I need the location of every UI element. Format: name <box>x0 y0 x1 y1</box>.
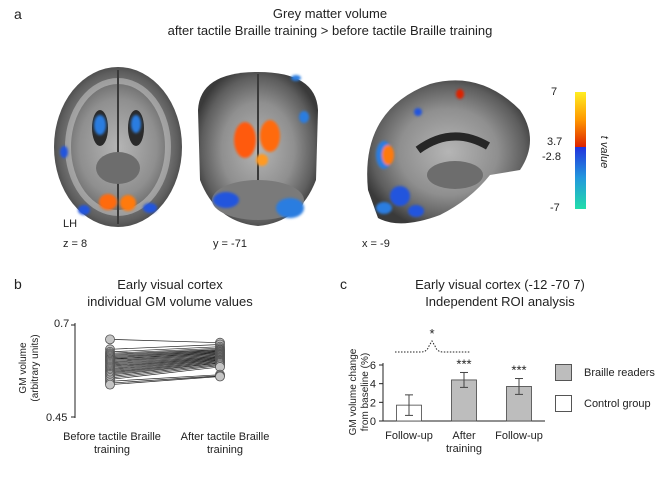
pair-line <box>109 339 221 344</box>
pair-line <box>109 349 221 356</box>
panel-c-ytick-label: 6 <box>370 360 376 372</box>
pair-line <box>109 355 221 365</box>
panel-b-title-line2: individual GM volume values <box>87 294 253 309</box>
pair-line <box>109 344 221 350</box>
significance-stars: *** <box>511 363 526 378</box>
panel-b-xlabel-right-line2: training <box>206 444 244 456</box>
panel-b-xlabel-right: After tactile Braille training <box>181 431 270 457</box>
pair-line <box>109 348 221 355</box>
panel-c-category-label: After <box>452 430 476 442</box>
colorbar-tick-neg-2-8: -2.8 <box>542 151 561 163</box>
pair-line <box>109 358 221 369</box>
panel-b-letter: b <box>14 276 22 292</box>
slice-label-axial: z = 8 <box>63 238 88 250</box>
panel-c-letter: c <box>340 276 347 292</box>
significance-stars: *** <box>456 356 471 371</box>
pair-line <box>109 376 221 385</box>
panel-b-xlabel-left-line1: Before tactile Braille <box>63 431 161 443</box>
pair-line <box>109 350 221 357</box>
coronal-slice <box>198 72 318 226</box>
pair-line <box>109 365 221 379</box>
point-after <box>215 371 225 382</box>
point-before <box>105 379 115 390</box>
panel-c-category-label: Follow-up <box>385 430 433 442</box>
panel-b-ytick-bottom: 0.45 <box>46 412 68 424</box>
pair-line <box>109 354 221 364</box>
sagittal-slice <box>367 80 530 224</box>
colorbar-tick-3-7: 3.7 <box>547 136 563 148</box>
panel-b-xlabel-right-line1: After tactile Braille <box>180 431 270 443</box>
pair-line <box>109 351 221 360</box>
point-before <box>105 334 115 345</box>
hemisphere-label: LH <box>63 218 78 230</box>
slice-label-coronal: y = -71 <box>213 238 247 250</box>
legend-control-group: Control group <box>555 395 651 412</box>
panel-c-ytick-label: 2 <box>370 397 376 409</box>
pair-line <box>109 353 221 362</box>
pair-line <box>109 351 221 359</box>
panel-b-title-line1: Early visual cortex <box>117 277 223 292</box>
pair-line <box>109 362 221 375</box>
pair-line <box>109 364 221 377</box>
panel-a-letter: a <box>14 6 22 22</box>
significance-bracket-star: * <box>429 326 435 341</box>
colorbar-negative <box>575 147 586 209</box>
significance-bracket <box>395 340 470 353</box>
panel-c-category-label: training <box>446 443 482 455</box>
panel-c-category-label: Follow-up <box>495 430 543 442</box>
pair-line <box>109 352 221 360</box>
panel-c-ytick-label: 4 <box>370 379 376 391</box>
legend-label-control: Control group <box>584 397 651 410</box>
panel-c-title-line1: Early visual cortex (-12 -70 7) <box>415 277 585 292</box>
slice-label-sagittal: x = -9 <box>362 238 390 250</box>
pair-line <box>109 357 221 368</box>
pair-line <box>109 361 221 374</box>
axial-slice <box>54 67 182 227</box>
pair-line <box>109 354 221 363</box>
panel-a-title-line2: after tactile Braille training > before … <box>167 23 493 38</box>
pair-line <box>109 357 221 367</box>
panel-b-ytick-top: 0.7 <box>54 318 70 330</box>
pair-line <box>109 375 221 384</box>
pair-line <box>109 366 221 380</box>
pair-line <box>109 360 221 373</box>
panel-b-xlabel-left-line2: training <box>93 444 131 456</box>
panel-c-title-line2: Independent ROI analysis <box>425 294 575 309</box>
pair-line <box>109 356 221 366</box>
pair-line <box>109 362 221 376</box>
pair-line <box>109 359 221 370</box>
legend-braille-readers: Braille readers <box>555 364 655 381</box>
colorbar-positive <box>575 92 586 147</box>
panel-b-xlabel-left: Before tactile Braille training <box>63 431 161 457</box>
colorbar-tick-7: 7 <box>551 86 558 98</box>
colorbar-tick-neg-7: -7 <box>550 202 560 214</box>
legend-swatch-gray <box>555 364 572 381</box>
legend-label-braille: Braille readers <box>584 366 655 379</box>
pair-line <box>109 374 221 382</box>
panel-a-title-line1: Grey matter volume <box>272 6 388 21</box>
legend-swatch-white <box>555 395 572 412</box>
pair-line <box>109 346 221 353</box>
pair-line <box>109 347 221 354</box>
panel-c-ytick-label: 0 <box>370 416 376 428</box>
pair-line <box>109 359 221 371</box>
